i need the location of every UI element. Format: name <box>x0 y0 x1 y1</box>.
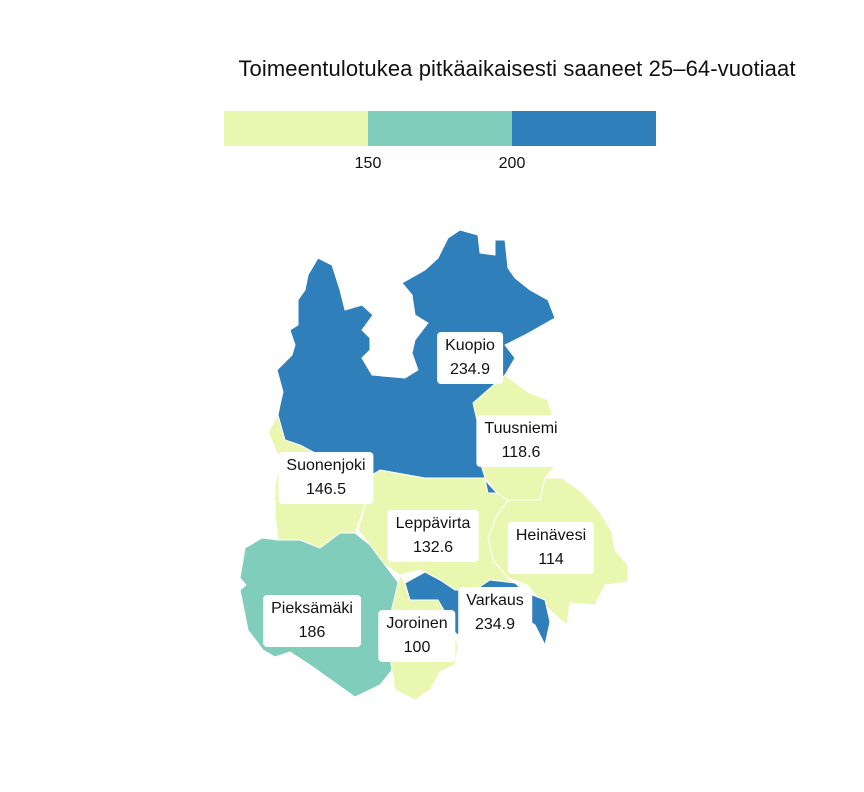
label-heinavesi-name: Heinävesi <box>515 527 587 544</box>
label-suonenjoki: Suonenjoki 146.5 <box>278 452 374 504</box>
label-heinavesi: Heinävesi 114 <box>507 522 595 574</box>
label-joroinen-value: 100 <box>403 639 431 656</box>
legend-bin-high <box>512 111 656 146</box>
label-pieksamaki-value: 186 <box>298 624 326 641</box>
label-varkaus-name: Varkaus <box>466 592 524 609</box>
label-pieksamaki-name: Pieksämäki <box>271 600 353 617</box>
label-varkaus: Varkaus 234.9 <box>458 587 532 639</box>
label-kuopio: Kuopio 234.9 <box>437 332 503 384</box>
label-pieksamaki: Pieksämäki 186 <box>263 595 361 647</box>
legend-tick-200: 200 <box>498 155 526 172</box>
label-tuusniemi-value: 118.6 <box>501 444 541 461</box>
label-kuopio-value: 234.9 <box>449 361 491 378</box>
label-heinavesi-value: 114 <box>538 551 564 568</box>
label-kuopio-name: Kuopio <box>445 337 495 354</box>
label-suonenjoki-name: Suonenjoki <box>286 457 366 474</box>
label-leppavirta-name: Leppävirta <box>395 515 471 532</box>
map-title: Toimeentulotukea pitkäaikaisesti saaneet… <box>238 56 796 81</box>
label-tuusniemi: Tuusniemi 118.6 <box>476 415 566 467</box>
label-leppavirta-value: 132.6 <box>412 539 454 556</box>
color-legend <box>224 111 656 146</box>
label-leppavirta: Leppävirta 132.6 <box>387 510 479 562</box>
region-kuopio[interactable] <box>276 229 556 494</box>
label-joroinen-name: Joroinen <box>386 615 448 632</box>
legend-tick-150: 150 <box>354 155 382 172</box>
label-varkaus-value: 234.9 <box>474 616 516 633</box>
legend-bin-low <box>224 111 368 146</box>
legend-bin-mid <box>368 111 512 146</box>
label-suonenjoki-value: 146.5 <box>305 481 347 498</box>
label-joroinen: Joroinen 100 <box>378 610 456 662</box>
label-tuusniemi-name: Tuusniemi <box>484 420 558 437</box>
